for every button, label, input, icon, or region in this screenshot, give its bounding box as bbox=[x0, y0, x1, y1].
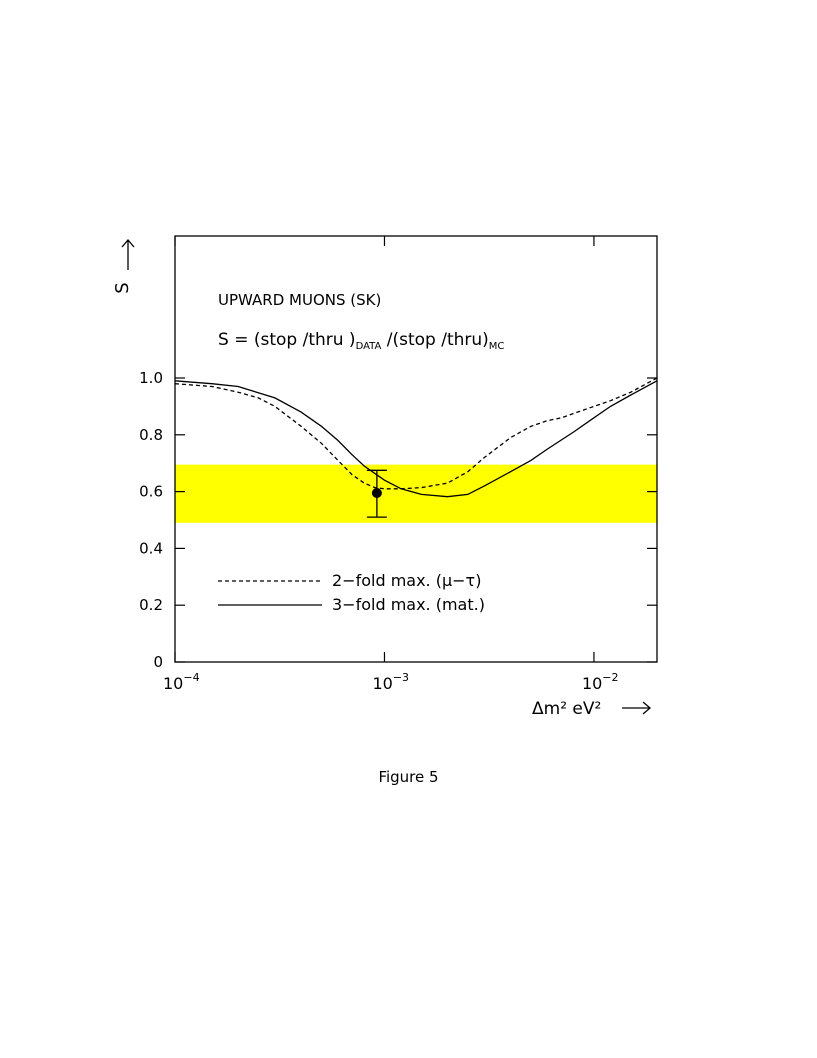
x-tick-base: 10 bbox=[372, 674, 392, 693]
x-axis-label: Δm² eV² bbox=[532, 699, 601, 719]
x-tick-exponent: −3 bbox=[393, 671, 409, 684]
legend-label-3fold: 3−fold max. (mat.) bbox=[332, 595, 485, 614]
figure-caption: Figure 5 bbox=[378, 768, 439, 786]
plot-frame bbox=[174, 235, 658, 663]
x-tick-label: 10−3 bbox=[372, 671, 409, 693]
subtitle-mc-sub: MC bbox=[489, 341, 505, 352]
subtitle-mid: /(stop /thru) bbox=[381, 330, 488, 350]
x-tick-exponent: −2 bbox=[602, 671, 618, 684]
legend-label-2fold: 2−fold max. (μ−τ) bbox=[332, 571, 481, 590]
x-axis-arrow-icon bbox=[622, 701, 651, 715]
y-tick-label: 1.0 bbox=[139, 369, 163, 387]
x-tick-labels: 10−4 10−3 10−2 bbox=[163, 671, 619, 693]
y-axis-arrow-icon bbox=[121, 239, 135, 270]
x-tick-label: 10−2 bbox=[582, 671, 619, 693]
x-tick-base: 10 bbox=[582, 674, 602, 693]
data-point bbox=[371, 488, 382, 499]
x-tick-exponent: −4 bbox=[183, 671, 199, 684]
y-tick-label: 0.2 bbox=[139, 596, 163, 614]
y-tick-label: 0.4 bbox=[139, 539, 163, 557]
chart-title: UPWARD MUONS (SK) bbox=[218, 291, 381, 309]
legend: 2−fold max. (μ−τ) 3−fold max. (mat.) bbox=[218, 571, 485, 614]
chart-subtitle: S = (stop /thru )DATA /(stop /thru)MC bbox=[218, 330, 504, 352]
subtitle-data-sub: DATA bbox=[356, 341, 382, 352]
series-curves bbox=[174, 377, 658, 498]
y-axis-label: S bbox=[112, 282, 133, 293]
series-line-2 bbox=[174, 380, 658, 498]
y-tick-labels: 0 0.2 0.4 0.6 0.8 1.0 bbox=[139, 369, 163, 671]
x-tick-label: 10−4 bbox=[163, 671, 200, 693]
data-point-group bbox=[366, 469, 387, 518]
y-tick-label: 0.6 bbox=[139, 483, 163, 501]
x-tick-base: 10 bbox=[163, 674, 183, 693]
allowed-band bbox=[175, 464, 657, 523]
axis-ticks bbox=[174, 236, 657, 663]
subtitle-main: S = (stop /thru ) bbox=[218, 330, 356, 350]
series-line-1 bbox=[174, 377, 658, 490]
y-tick-label: 0.8 bbox=[139, 426, 163, 444]
y-tick-label: 0 bbox=[153, 653, 163, 671]
